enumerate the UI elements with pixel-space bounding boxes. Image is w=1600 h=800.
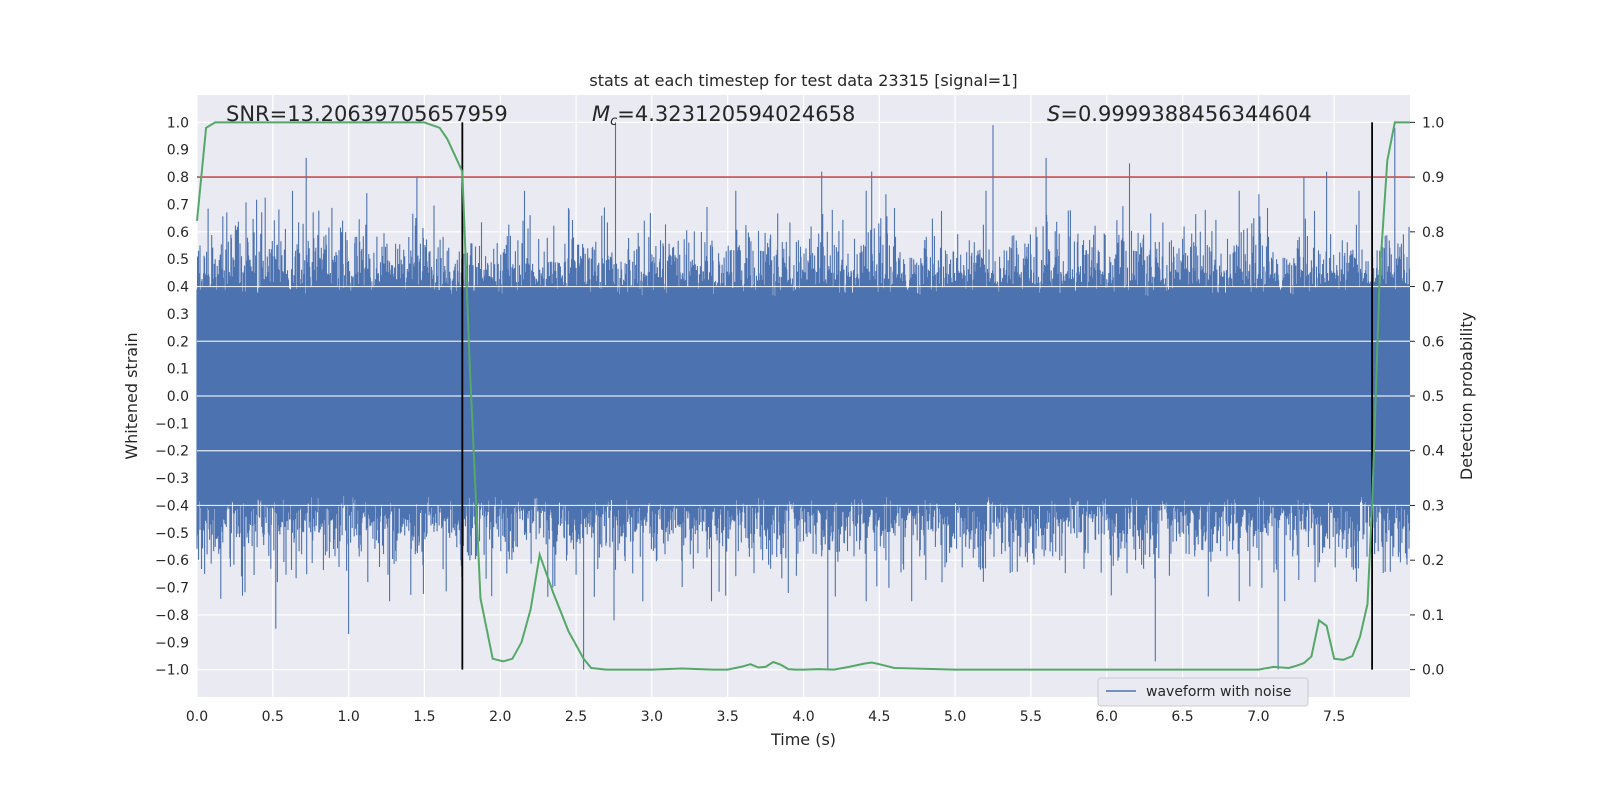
y-left-tick-label: 0.6 xyxy=(167,225,189,241)
snr-annotation: SNR=13.20639705657959 xyxy=(226,102,508,126)
x-tick-label: 7.0 xyxy=(1247,709,1269,725)
y-right-tick-label: 0.8 xyxy=(1422,225,1444,241)
mc-symbol: M xyxy=(592,102,610,126)
y-left-tick-label: −0.8 xyxy=(155,608,189,624)
y-left-tick-label: 0.8 xyxy=(167,170,189,186)
legend-box xyxy=(1097,677,1309,707)
y-left-tick-label: −0.3 xyxy=(155,471,189,487)
x-tick-label: 4.0 xyxy=(792,709,814,725)
y-left-tick-label: −0.5 xyxy=(155,526,189,542)
y-left-tick-label: −1.0 xyxy=(155,663,189,679)
x-axis-label: Time (s) xyxy=(770,730,836,749)
x-tick-label: 4.5 xyxy=(868,709,890,725)
mc-subscript: c xyxy=(610,114,617,129)
x-tick-label: 7.5 xyxy=(1323,709,1345,725)
y-axis-label-left: Whitened strain xyxy=(122,332,141,459)
y-left-tick-label: −0.2 xyxy=(155,444,189,460)
mc-value: =4.323120594024658 xyxy=(617,102,855,126)
overlays xyxy=(196,121,1410,671)
s-value: =0.9999388456344604 xyxy=(1060,102,1311,126)
y-left-tick-label: 0.3 xyxy=(167,307,189,323)
y-left-tick-label: −0.7 xyxy=(155,581,189,597)
y-axis-label-right: Detection probability xyxy=(1457,312,1476,480)
chirp-mass-annotation: Mc=4.323120594024658 xyxy=(592,102,855,129)
y-left-tick-label: −0.4 xyxy=(155,498,189,514)
chart-title: stats at each timestep for test data 233… xyxy=(589,71,1017,90)
y-right-tick-label: 0.2 xyxy=(1422,553,1444,569)
y-right-tick-label: 0.6 xyxy=(1422,334,1444,350)
tick-labels: 0.0 0.5 1.0 1.5 2.0 2.5 3.0 3.5 4.0 4.5 5.0 5.5 6.0 6… xyxy=(155,115,1444,725)
y-left-tick-label: −0.1 xyxy=(155,416,189,432)
x-tick-label: 5.5 xyxy=(1020,709,1042,725)
x-tick-label: 1.5 xyxy=(413,709,435,725)
s-annotation: S=0.9999388456344604 xyxy=(1047,102,1312,126)
x-tick-label: 5.0 xyxy=(944,709,966,725)
y-left-tick-label: 0.9 xyxy=(167,143,189,159)
y-left-tick-label: −0.9 xyxy=(155,635,189,651)
y-right-tick-label: 0.4 xyxy=(1422,444,1444,460)
y-right-tick-label: 0.9 xyxy=(1422,170,1444,186)
y-right-tick-label: 0.0 xyxy=(1422,663,1444,679)
y-left-tick-label: 0.2 xyxy=(167,334,189,350)
x-tick-label: 3.0 xyxy=(641,709,663,725)
y-right-tick-label: 0.1 xyxy=(1422,608,1444,624)
x-tick-label: 1.0 xyxy=(337,709,359,725)
detection-probability-line xyxy=(196,121,1410,671)
y-right-tick-label: 0.5 xyxy=(1422,389,1444,405)
y-left-tick-label: 0.5 xyxy=(167,252,189,268)
y-right-tick-label: 0.7 xyxy=(1422,280,1444,296)
y-right-tick-label: 1.0 xyxy=(1422,115,1444,131)
y-left-tick-label: 0.1 xyxy=(167,362,189,378)
y-left-tick-label: 0.7 xyxy=(167,197,189,213)
legend: waveform with noise xyxy=(1097,677,1309,707)
x-tick-label: 0.0 xyxy=(186,709,208,725)
x-tick-label: 3.5 xyxy=(717,709,739,725)
x-tick-label: 6.0 xyxy=(1096,709,1118,725)
y-left-tick-label: 0.4 xyxy=(167,280,189,296)
y-left-tick-label: 0.0 xyxy=(167,389,189,405)
x-tick-label: 2.5 xyxy=(565,709,587,725)
y-left-tick-label: 1.0 xyxy=(167,115,189,131)
x-tick-label: 6.5 xyxy=(1171,709,1193,725)
y-left-tick-label: −0.6 xyxy=(155,553,189,569)
y-right-tick-label: 0.3 xyxy=(1422,498,1444,514)
legend-entry-waveform: waveform with noise xyxy=(1146,684,1291,700)
x-tick-label: 0.5 xyxy=(262,709,284,725)
s-symbol: S xyxy=(1047,102,1060,126)
x-tick-label: 2.0 xyxy=(489,709,511,725)
